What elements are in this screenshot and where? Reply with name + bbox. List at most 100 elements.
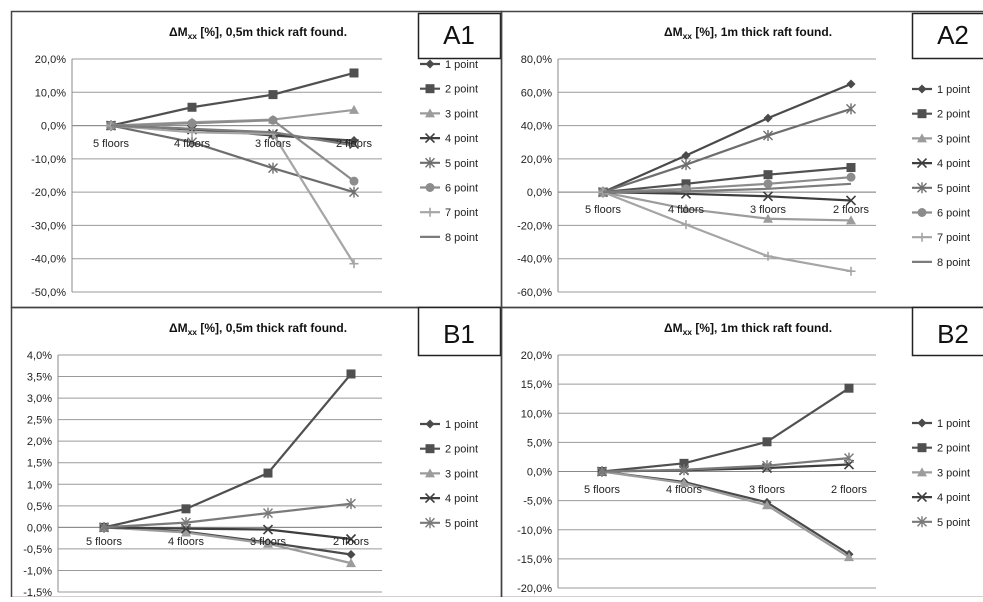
legend-item: 3 point xyxy=(420,468,478,480)
legend-label: 4 point xyxy=(445,133,478,145)
series-line xyxy=(104,527,351,563)
panel-border xyxy=(502,12,983,308)
y-tick-label: -10,0% xyxy=(517,525,552,537)
y-tick-label: -40,0% xyxy=(517,254,552,266)
legend-label: 2 point xyxy=(937,109,970,121)
y-tick-label: -60,0% xyxy=(517,287,552,299)
legend-item: 4 point xyxy=(420,493,478,505)
data-point xyxy=(764,179,773,188)
legend-marker xyxy=(426,183,435,192)
legend-label: 3 point xyxy=(445,108,478,120)
legend-label: 1 point xyxy=(445,59,478,71)
y-tick-label: 5,0% xyxy=(527,437,552,449)
x-tick-label: 4 floors xyxy=(168,536,205,548)
legend-marker xyxy=(918,233,927,242)
data-point xyxy=(845,384,854,393)
data-point xyxy=(347,550,356,559)
chart-panel-b2: 20,0%15,0%10,0%5,0%0,0%-5,0%-10,0%-15,0%… xyxy=(502,308,983,598)
legend-item: 1 point xyxy=(420,59,478,71)
x-tick-label: 4 floors xyxy=(666,484,703,496)
legend-item: 7 point xyxy=(912,232,970,244)
legend-label: 3 point xyxy=(937,133,970,145)
series-line xyxy=(104,504,351,528)
legend-label: 5 point xyxy=(445,518,478,530)
y-tick-label: 10,0% xyxy=(521,408,552,420)
legend-item: 2 point xyxy=(420,444,478,456)
y-tick-label: 4,0% xyxy=(27,350,52,362)
legend-label: 2 point xyxy=(937,443,970,455)
legend-item: 8 point xyxy=(420,232,478,244)
legend-item: 5 point xyxy=(420,157,478,170)
data-point xyxy=(347,369,356,378)
series-group xyxy=(106,68,359,268)
series-line xyxy=(111,73,354,126)
legend-label: 1 point xyxy=(445,419,478,431)
legend-item: 5 point xyxy=(912,182,970,195)
chart-panel-a2: 80,0%60,0%40,0%20,0%0,0%-20,0%-40,0%-60,… xyxy=(502,12,983,308)
legend-item: 6 point xyxy=(420,183,478,195)
panel-label: A2 xyxy=(937,20,969,50)
legend-label: 5 point xyxy=(937,183,970,195)
x-tick-label: 2 floors xyxy=(333,536,370,548)
legend-item: 3 point xyxy=(420,108,478,120)
legend-marker xyxy=(426,420,435,429)
series-7-point xyxy=(107,121,359,268)
legend-label: 2 point xyxy=(445,444,478,456)
legend-item: 7 point xyxy=(420,207,478,219)
y-tick-label: 40,0% xyxy=(521,121,552,133)
y-tick-label: 20,0% xyxy=(521,154,552,166)
legend-label: 8 point xyxy=(937,257,970,269)
x-tick-label: 2 floors xyxy=(831,484,868,496)
legend-marker xyxy=(918,419,927,428)
series-1-point xyxy=(598,467,854,559)
legend-label: 7 point xyxy=(937,232,970,244)
legend-label: 1 point xyxy=(937,418,970,430)
chart-title: ΔMxx [%], 1m thick raft found. xyxy=(664,25,832,41)
y-tick-label: -20,0% xyxy=(517,220,552,232)
legend-marker xyxy=(426,208,435,217)
data-point xyxy=(847,173,856,182)
legend-marker xyxy=(426,84,435,93)
y-tick-label: 2,5% xyxy=(27,415,52,427)
chart-panel-a1: 20,0%10,0%0,0%-10,0%-20,0%-30,0%-40,0%-5… xyxy=(12,12,502,308)
y-tick-label: 0,0% xyxy=(41,121,66,133)
legend-item: 2 point xyxy=(912,109,970,121)
legend-item: 1 point xyxy=(420,419,478,431)
y-tick-label: 0,0% xyxy=(527,187,552,199)
series-group xyxy=(598,79,856,275)
y-tick-label: 0,0% xyxy=(27,522,52,534)
y-tick-label: -20,0% xyxy=(31,187,66,199)
legend-item: 8 point xyxy=(912,257,970,269)
data-point xyxy=(764,114,773,123)
legend-item: 3 point xyxy=(912,133,970,145)
panel-label: A1 xyxy=(443,20,475,50)
legend-item: 3 point xyxy=(912,467,970,479)
data-point xyxy=(182,504,191,513)
panel-label: B2 xyxy=(937,319,969,349)
y-tick-label: -15,0% xyxy=(517,554,552,566)
data-point xyxy=(188,119,197,128)
chart-title: ΔMxx [%], 1m thick raft found. xyxy=(664,321,832,337)
legend-item: 4 point xyxy=(420,133,478,145)
chart-title: ΔMxx [%], 0,5m thick raft found. xyxy=(169,321,347,337)
y-tick-label: 0,0% xyxy=(527,467,552,479)
legend-label: 1 point xyxy=(937,84,970,96)
x-tick-label: 4 floors xyxy=(668,204,705,216)
data-point xyxy=(350,68,359,77)
y-tick-label: -30,0% xyxy=(31,220,66,232)
panel-label: B1 xyxy=(443,319,475,349)
series-group xyxy=(99,369,356,567)
data-point xyxy=(763,437,772,446)
x-tick-label: 2 floors xyxy=(833,204,870,216)
x-tick-label: 4 floors xyxy=(174,138,211,150)
legend: 1 point 2 point 3 point 4 point 5 point xyxy=(420,419,478,530)
y-tick-label: 60,0% xyxy=(521,87,552,99)
y-tick-label: 20,0% xyxy=(35,54,66,66)
series-group xyxy=(597,384,854,561)
series-7-point xyxy=(599,188,856,276)
legend-item: 4 point xyxy=(912,158,970,170)
series-line xyxy=(602,472,849,558)
y-tick-label: -40,0% xyxy=(31,254,66,266)
data-point xyxy=(682,220,691,229)
y-tick-label: 2,0% xyxy=(27,436,52,448)
